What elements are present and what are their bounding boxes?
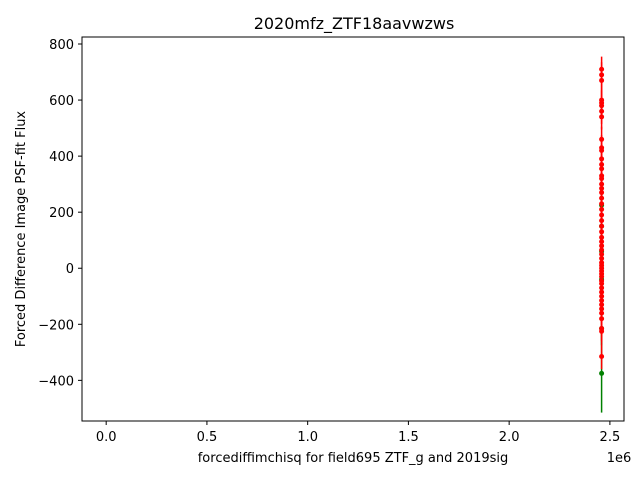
y-tick-label: 800 (49, 38, 74, 53)
x-axis-offset-label: 1e6 (607, 451, 632, 466)
y-axis: −400 −200 0 200 400 600 800 (38, 38, 82, 389)
data-point (599, 281, 605, 287)
data-point (599, 195, 605, 201)
data-point (599, 243, 605, 249)
plot-frame (81, 36, 625, 422)
data-point (599, 136, 605, 142)
data-point (599, 185, 605, 191)
x-tick-label: 2.0 (499, 430, 520, 445)
data-point (599, 212, 605, 218)
data-point (599, 306, 605, 312)
y-tick-label: 400 (49, 150, 74, 165)
data-point (599, 251, 605, 257)
data-point (599, 176, 605, 182)
data-point (599, 354, 605, 360)
y-tick-label: −400 (38, 374, 74, 389)
y-tick-label: 0 (66, 262, 74, 277)
data-point (599, 239, 605, 245)
plot-marks (599, 56, 605, 413)
data-point (599, 297, 605, 303)
x-tick-label: 1.0 (297, 430, 318, 445)
data-point (599, 234, 605, 240)
y-tick-label: 600 (49, 94, 74, 109)
data-point (599, 72, 605, 78)
data-point (599, 285, 605, 291)
data-point (599, 166, 605, 172)
data-point (599, 293, 605, 299)
data-point (599, 66, 605, 72)
data-point (599, 310, 605, 316)
data-point (599, 302, 605, 308)
x-tick-label: 0.0 (96, 430, 117, 445)
data-point (599, 181, 605, 187)
data-point (599, 247, 605, 253)
y-tick-label: −200 (38, 318, 74, 333)
data-point (599, 108, 605, 114)
data-point (599, 289, 605, 295)
data-point (599, 201, 605, 207)
data-point (599, 229, 605, 235)
data-point (599, 255, 605, 261)
x-tick-label: 1.5 (398, 430, 419, 445)
data-point (599, 190, 605, 196)
data-point (599, 156, 605, 162)
data-point (599, 274, 605, 280)
chart-title: 2020mfz_ZTF18aavwzws (254, 14, 455, 34)
x-axis: 0.0 0.5 1.0 1.5 2.0 2.5 (96, 421, 620, 445)
x-tick-label: 0.5 (197, 430, 218, 445)
data-point (599, 206, 605, 212)
data-point (599, 114, 605, 120)
data-point (599, 103, 605, 109)
x-tick-label: 2.5 (600, 430, 621, 445)
data-point (599, 148, 605, 154)
data-point (599, 328, 605, 334)
data-point (599, 223, 605, 229)
data-point (599, 162, 605, 168)
data-point (599, 218, 605, 224)
x-axis-label: forcediffimchisq for field695 ZTF_g and … (198, 451, 509, 466)
data-point (599, 370, 605, 376)
series-1 (599, 56, 605, 370)
y-tick-label: 200 (49, 206, 74, 221)
y-axis-label: Forced Difference Image PSF-fit Flux (14, 111, 29, 348)
data-point (599, 77, 605, 83)
data-point (599, 316, 605, 322)
